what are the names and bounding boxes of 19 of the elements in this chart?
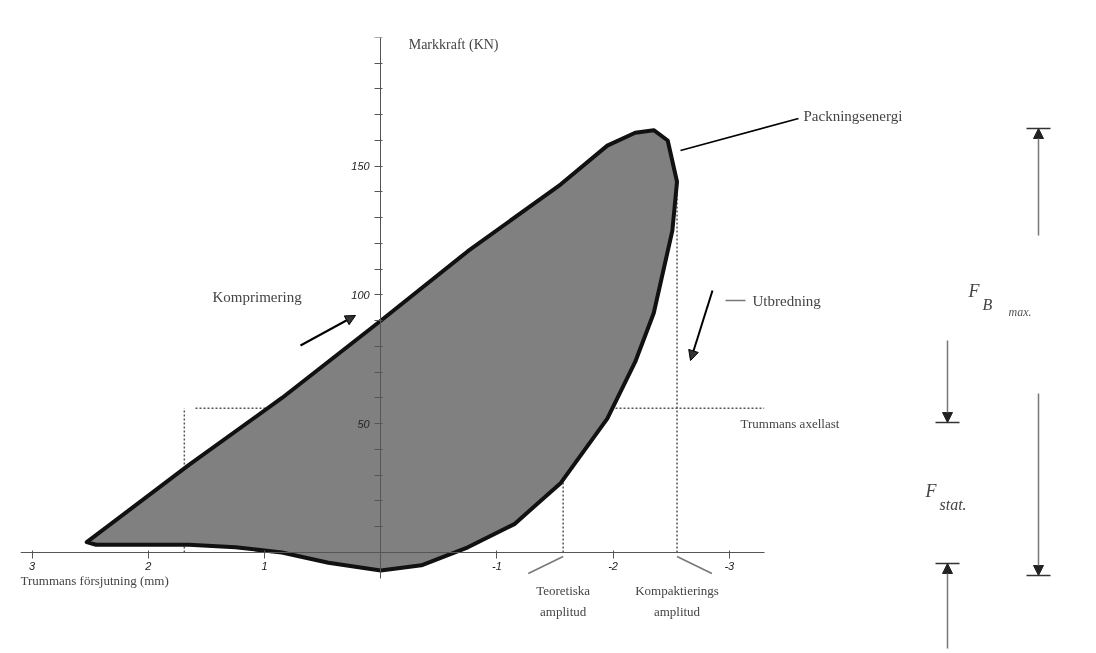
text: FB max. — [967, 280, 1032, 319]
x-tick-label: -2 — [608, 560, 618, 573]
ref-line-label: Teoretiska amplitud — [536, 583, 591, 619]
x-tick-label: -1 — [492, 560, 502, 573]
text: Fstat. — [924, 480, 967, 513]
y-tick-label: 100 — [351, 288, 371, 301]
ref-line-label: Trummans axellast — [740, 416, 840, 432]
annotation: Komprimering — [212, 288, 303, 305]
ref-line-label: Kompaktierings amplitud — [635, 583, 719, 619]
y-tick-label: 50 — [357, 417, 371, 430]
x-tick-label: -3 — [724, 560, 736, 573]
x-tick-label: 3 — [29, 560, 37, 573]
annotation: Utbredning — [752, 292, 822, 309]
x-tick-label: 1 — [261, 560, 268, 573]
text: Packningsenergi — [803, 107, 903, 124]
x-tick-label: 2 — [144, 560, 152, 573]
y-tick-label: 150 — [351, 160, 371, 173]
y-axis-title: Markkraft (KN) — [408, 36, 499, 53]
x-axis-title: Trummans försjutning (mm) — [20, 573, 169, 588]
